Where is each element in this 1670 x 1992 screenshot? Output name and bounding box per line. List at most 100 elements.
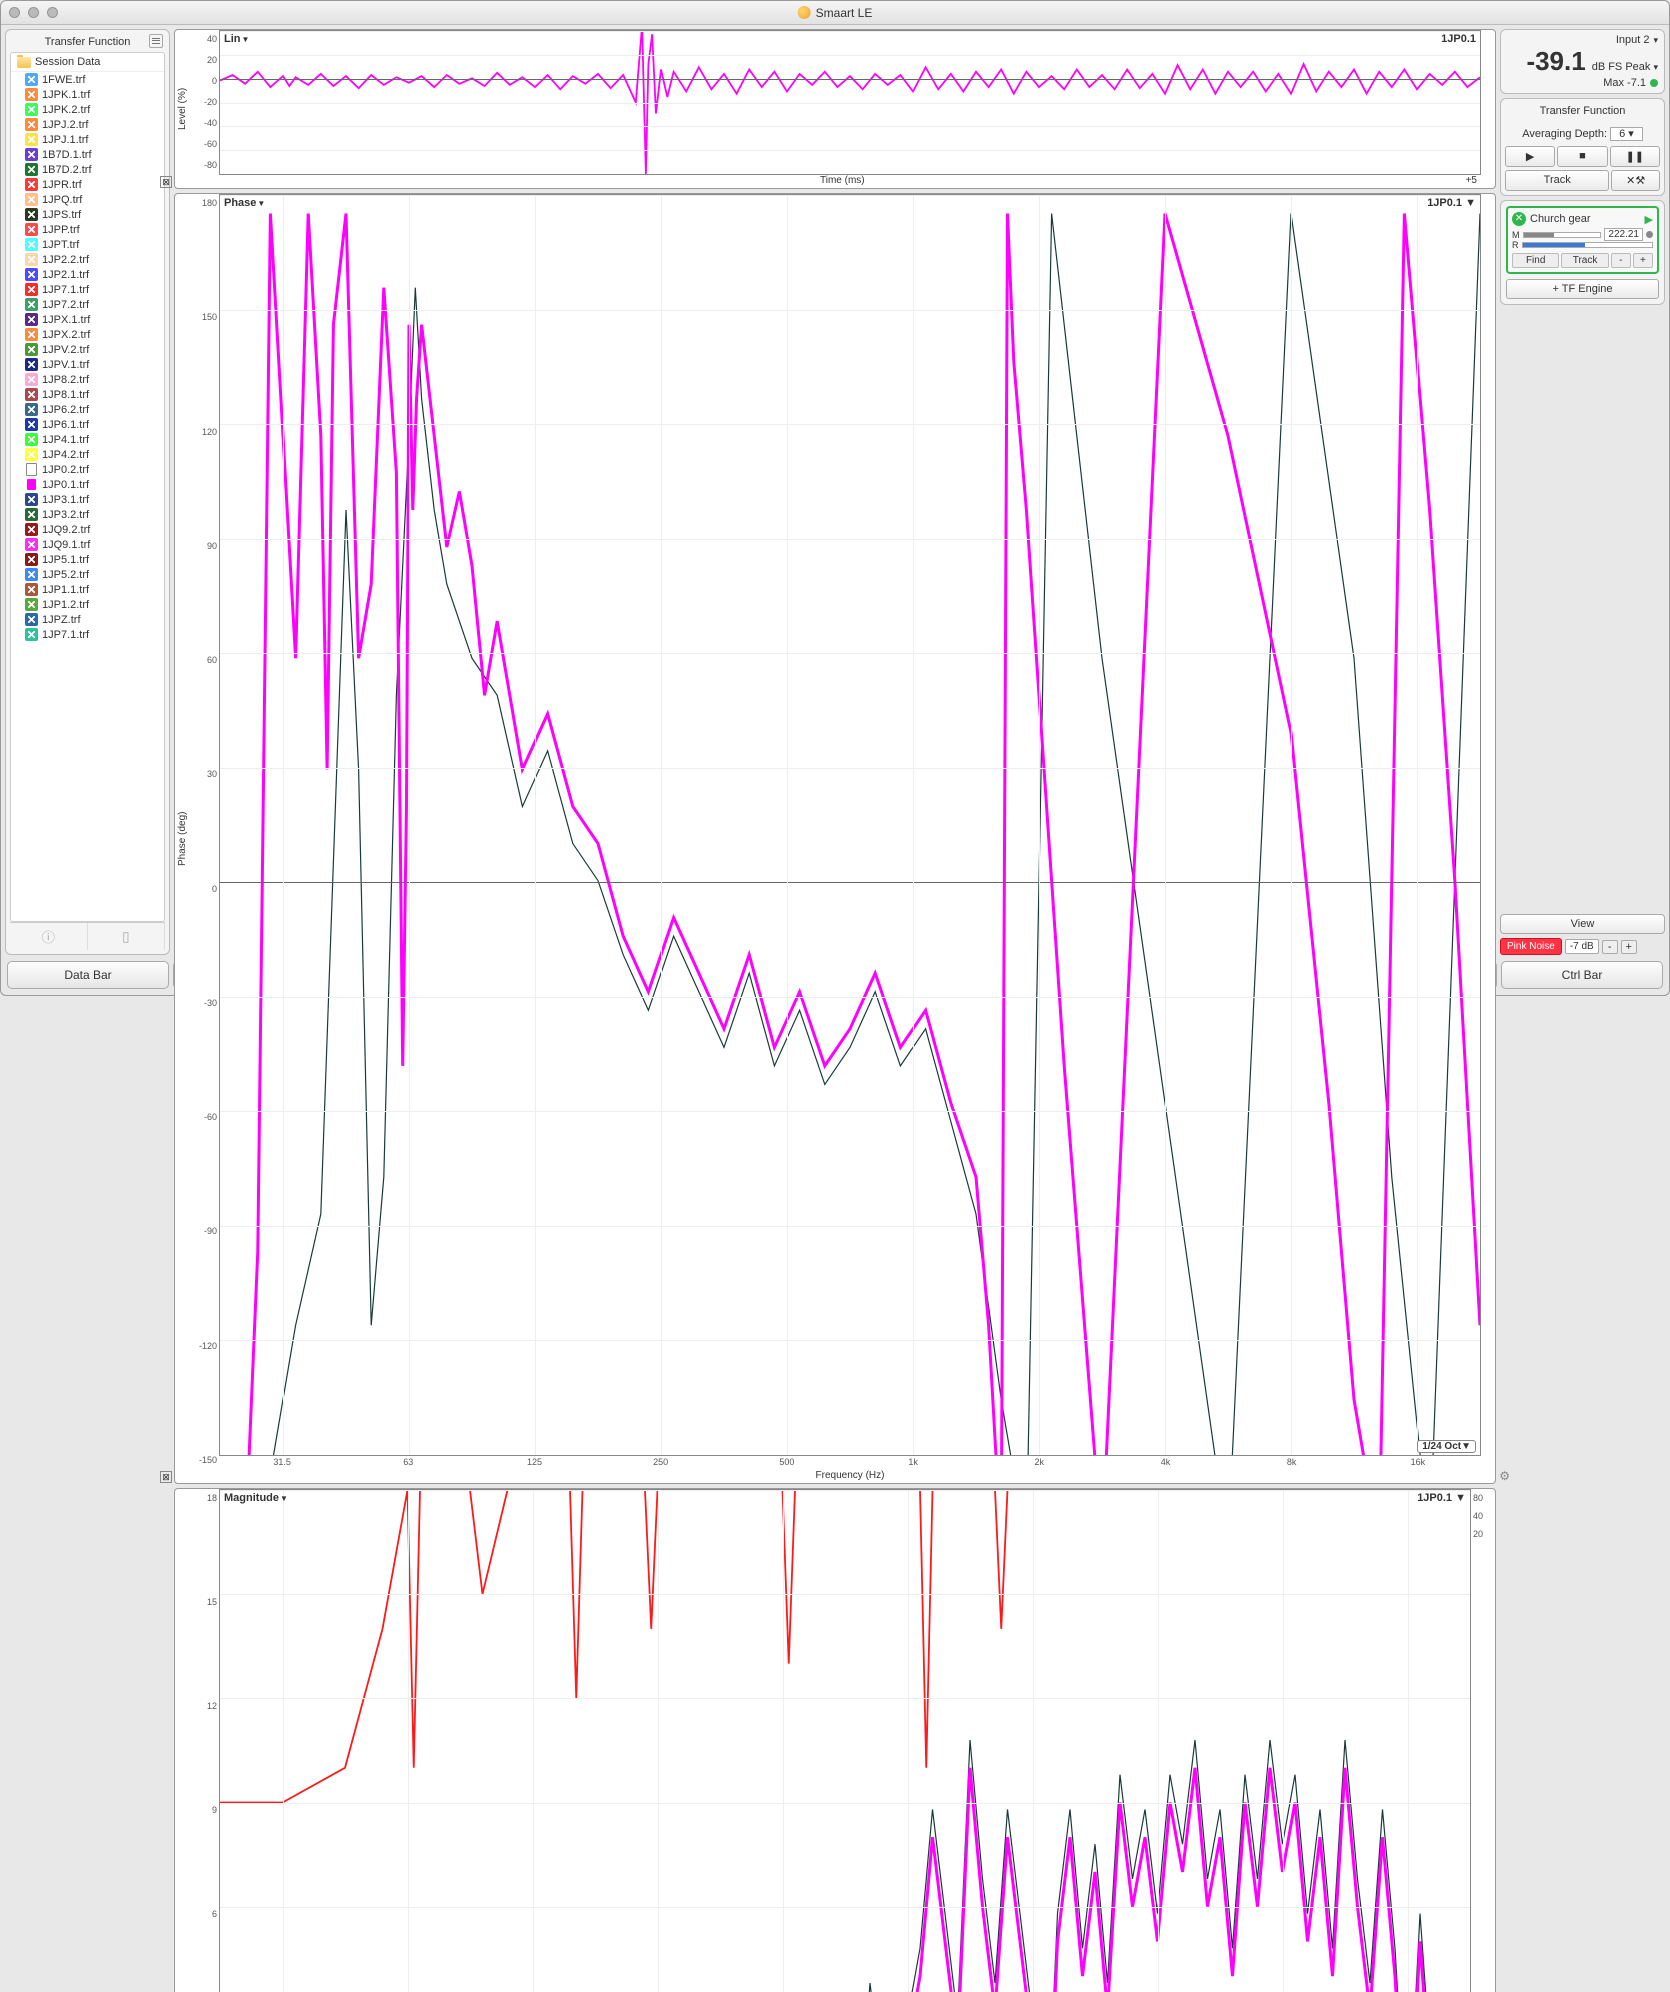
find-button[interactable]: Find xyxy=(1512,253,1559,268)
zoom-window-button[interactable] xyxy=(47,7,58,18)
engine-play-icon[interactable]: ▶ xyxy=(1645,213,1653,226)
tree-file-item[interactable]: 1JPZ.trf xyxy=(11,612,164,627)
file-icon xyxy=(25,568,38,581)
tree-file-item[interactable]: 1JP7.1.trf xyxy=(11,627,164,642)
db-minus-button[interactable]: - xyxy=(1602,940,1618,954)
play-button[interactable]: ▶ xyxy=(1505,146,1555,167)
tree-file-item[interactable]: 1JPP.trf xyxy=(11,222,164,237)
tree-file-item[interactable]: 1JP8.1.trf xyxy=(11,387,164,402)
file-icon xyxy=(25,208,38,221)
plot-settings-icon[interactable]: ⚙ xyxy=(1499,1469,1510,1483)
sidebar-menu-button[interactable] xyxy=(149,34,163,48)
tree-file-item[interactable]: 1JP1.1.trf xyxy=(11,582,164,597)
tree-file-item[interactable]: 1JPJ.2.trf xyxy=(11,117,164,132)
tree-file-item[interactable]: 1JPK.1.trf xyxy=(11,87,164,102)
tree-file-item[interactable]: 1JP5.1.trf xyxy=(11,552,164,567)
close-plot-icon[interactable]: ⊠ xyxy=(160,1471,172,1483)
file-icon xyxy=(25,493,38,506)
noise-level-value[interactable]: -7 dB xyxy=(1565,939,1599,954)
tree-file-item[interactable]: 1JPJ.1.trf xyxy=(11,132,164,147)
tree-file-item[interactable]: 1JPV.2.trf xyxy=(11,342,164,357)
file-icon xyxy=(25,583,38,596)
tree-file-item[interactable]: 1JP0.1.trf xyxy=(11,477,164,492)
tree-file-item[interactable]: 1JP6.1.trf xyxy=(11,417,164,432)
window-title: Smaart LE xyxy=(816,6,873,20)
info-button[interactable]: ⓘ xyxy=(10,923,88,950)
action-ctrl-bar[interactable]: Ctrl Bar xyxy=(1501,961,1663,989)
tree-file-item[interactable]: 1JP6.2.trf xyxy=(11,402,164,417)
track-button[interactable]: Track xyxy=(1505,170,1609,191)
tools-button[interactable]: ✕⚒ xyxy=(1611,170,1660,191)
delete-button[interactable]: ▯ xyxy=(88,923,166,950)
stop-button[interactable]: ■ xyxy=(1557,146,1607,167)
tree-file-item[interactable]: 1JP8.2.trf xyxy=(11,372,164,387)
file-icon xyxy=(25,553,38,566)
tree-file-item[interactable]: 1B7D.2.trf xyxy=(11,162,164,177)
tree-root-folder[interactable]: Session Data xyxy=(11,53,164,72)
file-icon xyxy=(25,523,38,536)
tree-file-item[interactable]: 1JP2.1.trf xyxy=(11,267,164,282)
file-icon xyxy=(25,223,38,236)
delay-value[interactable]: 222.21 xyxy=(1604,228,1643,241)
tree-file-item[interactable]: 1JPX.1.trf xyxy=(11,312,164,327)
tree-file-item[interactable]: 1B7D.1.trf xyxy=(11,147,164,162)
tree-file-item[interactable]: 1JPV.1.trf xyxy=(11,357,164,372)
tree-file-item[interactable]: 1JPQ.trf xyxy=(11,192,164,207)
tree-file-item[interactable]: 1JP2.2.trf xyxy=(11,252,164,267)
tree-file-item[interactable]: 1JP4.2.trf xyxy=(11,447,164,462)
tree-file-item[interactable]: 1JQ9.1.trf xyxy=(11,537,164,552)
tree-file-item[interactable]: 1JP7.1.trf xyxy=(11,282,164,297)
add-engine-button[interactable]: + TF Engine xyxy=(1506,279,1659,299)
file-icon xyxy=(25,73,38,86)
file-icon xyxy=(25,628,38,641)
tree-file-item[interactable]: 1JP3.1.trf xyxy=(11,492,164,507)
file-icon xyxy=(25,388,38,401)
file-icon xyxy=(25,193,38,206)
plus-button[interactable]: + xyxy=(1633,253,1653,268)
file-icon xyxy=(25,343,38,356)
action-data-bar[interactable]: Data Bar xyxy=(7,961,169,989)
file-icon xyxy=(25,103,38,116)
view-button[interactable]: View xyxy=(1500,914,1665,934)
tree-file-item[interactable]: 1JPS.trf xyxy=(11,207,164,222)
tree-file-item[interactable]: 1JPR.trf xyxy=(11,177,164,192)
tree-file-item[interactable]: 1JP3.2.trf xyxy=(11,507,164,522)
tree-file-item[interactable]: 1JP0.2.trf xyxy=(11,462,164,477)
impulse-plot[interactable]: Level (%) 40200-20-40-60-80 Lin 1JP0.1 T… xyxy=(174,29,1496,189)
close-window-button[interactable] xyxy=(9,7,20,18)
file-icon xyxy=(25,328,38,341)
tree-file-item[interactable]: 1FWE.trf xyxy=(11,72,164,87)
phase-plot[interactable]: Phase (deg) 1801501209060300-30-60-90-12… xyxy=(174,193,1496,1484)
file-icon xyxy=(25,268,38,281)
tree-file-item[interactable]: 1JP5.2.trf xyxy=(11,567,164,582)
tree-file-item[interactable]: 1JP1.2.trf xyxy=(11,597,164,612)
file-icon xyxy=(25,613,38,626)
sidebar-title: Transfer Function xyxy=(10,34,165,52)
close-plot-icon[interactable]: ⊠ xyxy=(160,176,172,188)
file-icon xyxy=(25,598,38,611)
avg-depth-select[interactable]: 6 ▾ xyxy=(1610,127,1643,141)
magnitude-plot[interactable]: Level (dB) 1815129630-3-6-9-12-15-18 Mag… xyxy=(174,1488,1496,1992)
pink-noise-button[interactable]: Pink Noise xyxy=(1500,938,1562,955)
file-icon xyxy=(25,508,38,521)
tree-file-item[interactable]: 1JP4.1.trf xyxy=(11,432,164,447)
engine-close-icon[interactable]: ✕ xyxy=(1512,212,1526,226)
tree-file-item[interactable]: 1JPT.trf xyxy=(11,237,164,252)
file-icon xyxy=(25,313,38,326)
tree-file-item[interactable]: 1JQ9.2.trf xyxy=(11,522,164,537)
tree-file-item[interactable]: 1JPK.2.trf xyxy=(11,102,164,117)
tf-control-panel: Transfer Function Averaging Depth: 6 ▾ ▶… xyxy=(1500,98,1665,196)
file-icon xyxy=(25,373,38,386)
file-icon xyxy=(25,118,38,131)
pause-button[interactable]: ❚❚ xyxy=(1610,146,1660,167)
minus-button[interactable]: - xyxy=(1611,253,1631,268)
level-readout: Input 2 ▾ -39.1 dB FS Peak ▾ Max -7.1 xyxy=(1500,29,1665,94)
file-tree[interactable]: Session Data 1FWE.trf1JPK.1.trf1JPK.2.tr… xyxy=(10,52,165,922)
file-icon xyxy=(25,448,38,461)
file-icon xyxy=(25,253,38,266)
tree-file-item[interactable]: 1JPX.2.trf xyxy=(11,327,164,342)
tree-file-item[interactable]: 1JP7.2.trf xyxy=(11,297,164,312)
db-plus-button[interactable]: + xyxy=(1621,940,1637,954)
track-button[interactable]: Track xyxy=(1561,253,1608,268)
minimize-window-button[interactable] xyxy=(28,7,39,18)
